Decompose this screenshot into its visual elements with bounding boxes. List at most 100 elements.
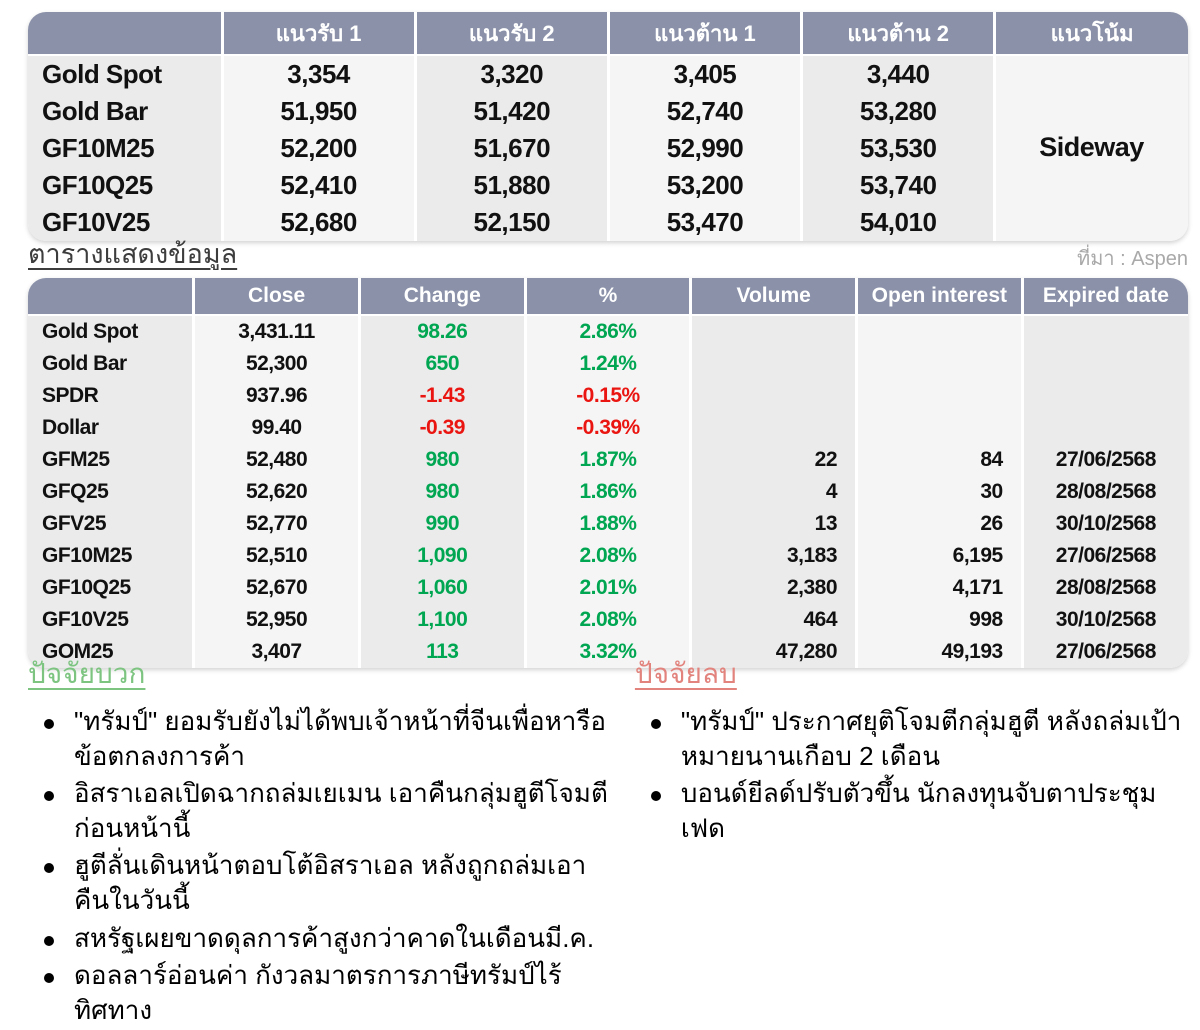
support-table-row: GF10Q25 52,410 51,880 53,200 53,740 — [28, 167, 1188, 204]
data-table-row: GF10V25 52,950 1,100 2.08% 464 998 30/10… — [28, 604, 1188, 636]
instrument-name-cell: GF10V25 — [28, 204, 224, 241]
instrument-name-cell: GF10Q25 — [28, 167, 224, 204]
open-interest-cell: 6,195 — [856, 540, 1024, 572]
expired-date-cell — [1022, 412, 1188, 444]
expired-date-cell: 30/10/2568 — [1022, 604, 1188, 636]
volume-cell: 2,380 — [690, 572, 859, 604]
data-table-header-row: Close Change % Volume Open interest Expi… — [28, 278, 1188, 316]
positive-factor-item: ฮูตีลั่นเดินหน้าตอบโต้อิสราเอล หลังถูกถล… — [28, 848, 608, 918]
change-cell: 980 — [359, 476, 527, 508]
instrument-name-cell: GF10M25 — [28, 540, 196, 572]
open-interest-cell — [856, 412, 1024, 444]
expired-date-cell — [1022, 380, 1188, 412]
resistance1-cell: 53,200 — [608, 167, 804, 204]
resistance2-cell: 54,010 — [801, 204, 997, 241]
support-header-r2: แนวต้าน 2 — [801, 12, 997, 56]
instrument-name-cell: GF10M25 — [28, 130, 224, 167]
resistance1-cell: 52,990 — [608, 130, 804, 167]
volume-cell — [690, 380, 859, 412]
trend-value: Sideway — [1039, 132, 1144, 162]
market-data-table: Close Change % Volume Open interest Expi… — [28, 278, 1188, 668]
data-header-volume: Volume — [690, 278, 859, 316]
expired-date-cell: 27/06/2568 — [1022, 636, 1188, 668]
instrument-name-cell: Gold Bar — [28, 348, 196, 380]
instrument-name-cell: Gold Spot — [28, 55, 224, 93]
expired-date-cell: 27/06/2568 — [1022, 444, 1188, 476]
expired-date-cell: 28/08/2568 — [1022, 572, 1188, 604]
support-header-s2: แนวรับ 2 — [415, 12, 610, 56]
support-header-r1: แนวต้าน 1 — [608, 12, 804, 56]
data-table-row: Gold Spot 3,431.11 98.26 2.86% — [28, 315, 1188, 348]
data-section-head: ตารางแสดงข้อมูล ที่มา : Aspen — [28, 232, 1188, 272]
data-header-open-interest: Open interest — [856, 278, 1024, 316]
close-cell: 3,431.11 — [193, 315, 361, 348]
open-interest-cell — [856, 348, 1024, 380]
instrument-name-cell: GF10V25 — [28, 604, 196, 636]
open-interest-cell: 49,193 — [856, 636, 1024, 668]
support1-cell: 52,680 — [222, 204, 417, 241]
positive-factors-column: ปัจจัยบวก "ทรัมป์" ยอมรับยังไม่ได้พบเจ้า… — [28, 652, 608, 1030]
support1-cell: 3,354 — [222, 55, 417, 93]
change-cell: 98.26 — [359, 315, 527, 348]
percent-cell: -0.39% — [525, 412, 693, 444]
data-table-row: GFM25 52,480 980 1.87% 22 84 27/06/2568 — [28, 444, 1188, 476]
data-table-row: GFQ25 52,620 980 1.86% 4 30 28/08/2568 — [28, 476, 1188, 508]
instrument-name-cell: Gold Bar — [28, 93, 224, 130]
change-cell: 113 — [359, 636, 527, 668]
open-interest-cell — [856, 315, 1024, 348]
data-table-row: SPDR 937.96 -1.43 -0.15% — [28, 380, 1188, 412]
support1-cell: 51,950 — [222, 93, 417, 130]
positive-factor-item: สหรัฐเผยขาดดุลการค้าสูงกว่าคาดในเดือนมี.… — [28, 921, 608, 956]
volume-cell: 4 — [690, 476, 859, 508]
volume-cell — [690, 348, 859, 380]
support2-cell: 51,880 — [415, 167, 610, 204]
data-table-row: GOM25 3,407 113 3.32% 47,280 49,193 27/0… — [28, 636, 1188, 668]
instrument-name-cell: Gold Spot — [28, 315, 196, 348]
positive-factor-item: "ทรัมป์" ยอมรับยังไม่ได้พบเจ้าหน้าที่จีน… — [28, 704, 608, 774]
close-cell: 52,620 — [193, 476, 361, 508]
expired-date-cell — [1022, 348, 1188, 380]
change-cell: 650 — [359, 348, 527, 380]
support-table-row: GF10M25 52,200 51,670 52,990 53,530 — [28, 130, 1188, 167]
volume-cell — [690, 412, 859, 444]
change-cell: 1,060 — [359, 572, 527, 604]
instrument-name-cell: GFQ25 — [28, 476, 196, 508]
percent-cell: 3.32% — [525, 636, 693, 668]
support-table-row: Gold Spot 3,354 3,320 3,405 3,440 — [28, 55, 1188, 93]
close-cell: 52,480 — [193, 444, 361, 476]
resistance1-cell: 3,405 — [608, 55, 804, 93]
trend-cell-bg — [994, 93, 1188, 130]
percent-cell: 1.88% — [525, 508, 693, 540]
negative-factors-column: ปัจจัยลบ "ทรัมป์" ประกาศยุติโจมตีกลุ่มฮู… — [635, 652, 1190, 1030]
percent-cell: 1.24% — [525, 348, 693, 380]
expired-date-cell — [1022, 315, 1188, 348]
close-cell: 52,770 — [193, 508, 361, 540]
data-table-row: GF10Q25 52,670 1,060 2.01% 2,380 4,171 2… — [28, 572, 1188, 604]
close-cell: 52,300 — [193, 348, 361, 380]
open-interest-cell — [856, 380, 1024, 412]
change-cell: 990 — [359, 508, 527, 540]
close-cell: 99.40 — [193, 412, 361, 444]
open-interest-cell: 4,171 — [856, 572, 1024, 604]
resistance2-cell: 3,440 — [801, 55, 997, 93]
expired-date-cell: 30/10/2568 — [1022, 508, 1188, 540]
percent-cell: 2.08% — [525, 540, 693, 572]
volume-cell — [690, 315, 859, 348]
percent-cell: 2.01% — [525, 572, 693, 604]
data-table-row: GFV25 52,770 990 1.88% 13 26 30/10/2568 — [28, 508, 1188, 540]
expired-date-cell: 27/06/2568 — [1022, 540, 1188, 572]
data-table-row: Gold Bar 52,300 650 1.24% — [28, 348, 1188, 380]
percent-cell: 1.86% — [525, 476, 693, 508]
trend-cell-bg — [994, 204, 1188, 241]
negative-factors-title: ปัจจัยลบ — [634, 658, 737, 689]
change-cell: 980 — [359, 444, 527, 476]
data-header-expired-date: Expired date — [1022, 278, 1188, 316]
data-header-change: Change — [359, 278, 527, 316]
support2-cell: 3,320 — [415, 55, 610, 93]
resistance2-cell: 53,530 — [801, 130, 997, 167]
instrument-name-cell: GFV25 — [28, 508, 196, 540]
close-cell: 52,510 — [193, 540, 361, 572]
change-cell: -1.43 — [359, 380, 527, 412]
data-table-row: Dollar 99.40 -0.39 -0.39% — [28, 412, 1188, 444]
support2-cell: 51,670 — [415, 130, 610, 167]
